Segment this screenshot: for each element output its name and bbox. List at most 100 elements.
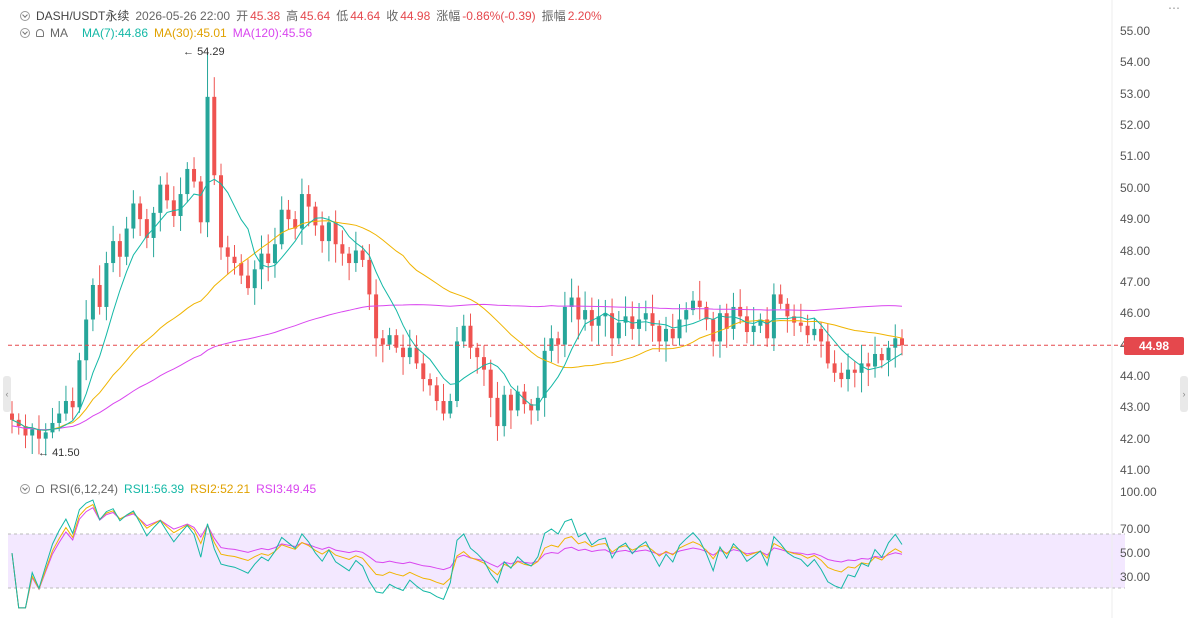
ma-indicator-name[interactable]: MA (50, 26, 68, 40)
candle-body (313, 206, 318, 226)
candle-body (583, 310, 588, 320)
candle-body (751, 325, 756, 333)
candle-body (798, 322, 803, 326)
rsi-alert-bell-icon[interactable] (36, 485, 44, 493)
high-value: 45.64 (300, 8, 331, 23)
candle-body (84, 319, 89, 361)
candle-body (259, 253, 264, 270)
candle-body (549, 338, 554, 351)
candle-body (819, 328, 824, 342)
price-axis-tick: 54.00 (1120, 55, 1151, 70)
candle-body (495, 397, 500, 427)
scroll-left-handle[interactable]: ‹ (3, 376, 11, 412)
price-axis-tick: 41.00 (1120, 463, 1151, 477)
candle-body (77, 360, 82, 408)
candle-body (475, 347, 480, 358)
candle-body (542, 350, 547, 398)
candle-body (704, 306, 709, 320)
alert-bell-icon[interactable] (36, 29, 44, 37)
open-value: 45.38 (250, 8, 281, 23)
ma30-line (11, 220, 903, 431)
candle-body (219, 175, 224, 248)
high-marker-value: 54.29 (197, 46, 225, 58)
candle-body (225, 247, 230, 257)
candle-body (866, 363, 871, 367)
rsi-indicator-name[interactable]: RSI(6,12,24) (50, 482, 119, 496)
candle-body (192, 168, 197, 182)
last-price-tag: 44.98 (1124, 337, 1184, 355)
candle-body (124, 228, 129, 257)
ma7-value: MA(7):44.86 (82, 26, 149, 40)
candle-body (481, 357, 486, 370)
candle-body (724, 313, 729, 329)
candle-body (589, 310, 594, 326)
collapse-toggle-icon[interactable] (20, 10, 30, 21)
rsi1-value: RSI1:56.39 (124, 482, 185, 496)
candle-body (36, 429, 41, 439)
candle-body (873, 353, 878, 367)
rsi-axis-tick: 70.00 (1120, 521, 1151, 536)
candle-body (117, 241, 122, 257)
candle-body (266, 253, 271, 264)
candle-body (401, 347, 406, 358)
candle-body (690, 300, 695, 311)
price-axis-tick: 48.00 (1120, 243, 1151, 258)
rsi2-value: RSI2:52.21 (190, 482, 251, 496)
price-axis-tick: 47.00 (1120, 274, 1151, 289)
high-marker: ← 54.29 (183, 46, 225, 58)
candle-body (859, 363, 864, 373)
candle-body (508, 394, 513, 411)
candle-body (650, 313, 655, 326)
candle-body (502, 394, 507, 427)
more-options-icon[interactable]: ⋯ (1168, 1, 1180, 15)
rsi3-value: RSI3:49.45 (256, 482, 317, 496)
candle-body (333, 222, 338, 245)
candle-body (178, 194, 183, 217)
price-axis-tick: 42.00 (1120, 431, 1151, 446)
price-axis-tick: 53.00 (1120, 86, 1151, 101)
candle-body (239, 263, 244, 276)
candle-body (353, 250, 358, 264)
candle-body (90, 284, 95, 320)
candle-body (441, 401, 446, 414)
candle-body (360, 250, 365, 260)
change-value: -0.86%(-0.39) (462, 8, 536, 23)
candle-body (900, 338, 904, 346)
candle-body (812, 328, 817, 336)
rsi-axis-tick: 30.00 (1120, 570, 1151, 585)
candle-body (765, 319, 770, 339)
candle-body (771, 294, 776, 339)
candle-body (825, 341, 830, 364)
rsi-axis-tick: 100.00 (1120, 485, 1157, 499)
candle-body (684, 310, 689, 320)
price-axis-tick: 50.00 (1120, 180, 1151, 195)
candle-body (326, 222, 331, 242)
candle-body (394, 335, 399, 348)
symbol-name: DASH/USDT永续 (36, 9, 130, 23)
candle-body (529, 404, 534, 411)
candle-body (380, 338, 385, 345)
candle-body (43, 432, 48, 439)
candle-body (576, 297, 581, 320)
candle-body (610, 313, 615, 339)
ma-collapse-icon[interactable] (20, 28, 30, 38)
candle-body (205, 96, 210, 223)
candle-body (805, 325, 810, 336)
candle-body (97, 284, 102, 307)
price-axis-tick: 51.00 (1120, 149, 1151, 164)
amplitude-value: 2.20% (567, 8, 602, 23)
candle-body (57, 413, 62, 423)
candle-body (778, 294, 783, 304)
candle-body (171, 200, 176, 217)
candle-body (185, 168, 190, 195)
candle-body (434, 385, 439, 402)
candle-body (731, 306, 736, 329)
rsi-band (8, 534, 1125, 588)
candle-body (839, 372, 844, 380)
rsi-collapse-icon[interactable] (20, 484, 30, 494)
scroll-right-handle[interactable]: › (1180, 376, 1188, 412)
rsi-legend-row: RSI(6,12,24) RSI1:56.39 RSI2:52.21 RSI3:… (20, 482, 322, 496)
candle-body (664, 328, 669, 342)
rsi1-line (11, 499, 903, 609)
